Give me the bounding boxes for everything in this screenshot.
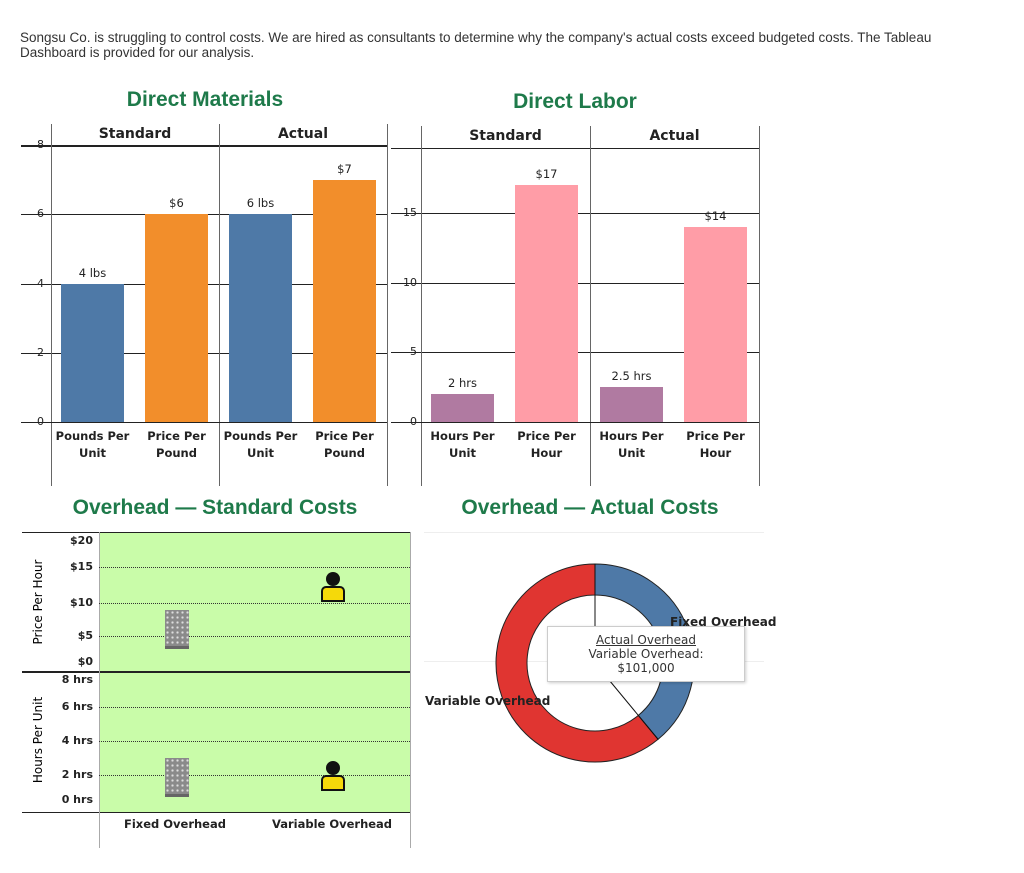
dm-header-line: [21, 146, 387, 147]
dl-bar-label: $17: [535, 166, 558, 181]
dl-y-tick: 0: [397, 415, 417, 428]
x-label-fixed-overhead: Fixed Overhead: [124, 817, 226, 831]
price-tick: $20: [70, 534, 93, 547]
dl-bar-label: $14: [704, 208, 727, 223]
dl-category-label: Price Per Hour: [686, 429, 745, 460]
intro-text: Songsu Co. is struggling to control cost…: [20, 30, 932, 60]
dm-category-label: Pounds Per Unit: [55, 429, 130, 460]
dl-header-line: [391, 148, 759, 149]
hours-per-unit-axis-title: Hours Per Unit: [31, 696, 45, 784]
hours-tick: 2 hrs: [61, 768, 93, 781]
dm-panel-actual: Actual: [277, 126, 329, 142]
price-tick: $5: [77, 629, 93, 642]
x-label-variable-overhead: Variable Overhead: [271, 817, 393, 831]
dl-category-label: Hours Per Unit: [430, 429, 495, 460]
dl-y-tick: 10: [403, 275, 417, 289]
dm-bar-label: $7: [337, 161, 352, 176]
price-tick: $15: [70, 560, 93, 573]
price-gridline: [99, 603, 410, 604]
dl-bar[interactable]: [515, 184, 578, 422]
dl-title: Direct Labor: [513, 90, 637, 113]
tooltip-title: Actual Overhead: [595, 633, 697, 647]
actual-overhead-donut: [495, 563, 695, 763]
worker-icon: [319, 761, 347, 793]
fixed-overhead-slice[interactable]: [594, 563, 695, 740]
dm-bar[interactable]: [61, 283, 124, 422]
price-tick: $10: [70, 596, 93, 609]
dm-panel-divider: [51, 124, 52, 486]
dm-bar[interactable]: [229, 214, 292, 422]
dm-y-tick: 6: [37, 207, 44, 221]
fixed-overhead-label: Fixed Overhead: [670, 615, 777, 629]
dl-panel-divider: [590, 126, 591, 486]
tooltip-text: Variable Overhead: $101,000: [588, 647, 704, 675]
dl-panel-divider: [421, 126, 422, 486]
dm-bar[interactable]: [145, 214, 208, 422]
price-tick: $0: [77, 655, 93, 668]
building-icon: [165, 758, 189, 797]
dm-panel-divider: [387, 124, 388, 486]
price-gridline: [99, 636, 410, 637]
dl-bar[interactable]: [431, 394, 494, 422]
dm-category-label: Pounds Per Unit: [223, 429, 298, 460]
hours-tick: 8 hrs: [61, 673, 93, 686]
dl-bar-label: 2 hrs: [448, 376, 477, 391]
oh-std-title: Overhead — Standard Costs: [72, 496, 358, 519]
dm-y-tick: 4: [37, 276, 44, 290]
dl-bar[interactable]: [684, 226, 747, 422]
dm-bar-label: $6: [169, 196, 184, 211]
variable-overhead-slice[interactable]: [495, 563, 659, 763]
dm-y-tick: 2: [37, 345, 44, 359]
price-gridline: [99, 567, 410, 568]
dm-panel-standard: Standard: [98, 126, 172, 142]
dm-panel-divider: [219, 124, 220, 486]
dm-bar-label: 4 lbs: [78, 265, 107, 280]
price-per-hour-axis-title: Price Per Hour: [31, 559, 45, 645]
hours-gridline: [99, 741, 410, 742]
dl-y-tick: 5: [410, 345, 417, 359]
dm-gridline: [21, 145, 387, 146]
dm-bar[interactable]: [313, 179, 376, 422]
hours-tick: 4 hrs: [61, 734, 93, 747]
dl-baseline: [391, 422, 759, 423]
dm-bar-label: 6 lbs: [246, 196, 275, 211]
dm-baseline: [21, 422, 387, 423]
hours-tick: 6 hrs: [61, 700, 93, 713]
oh-act-title: Overhead — Actual Costs: [461, 496, 719, 519]
dl-y-tick: 15: [403, 205, 417, 219]
dl-category-label: Price Per Hour: [517, 429, 576, 460]
dm-y-tick: 0: [24, 415, 44, 428]
dl-bar-label: 2.5 hrs: [611, 369, 652, 384]
variable-overhead-label: Variable Overhead: [425, 694, 551, 708]
dm-y-tick: 8: [37, 138, 44, 151]
dm-category-label: Price Per Pound: [147, 429, 206, 460]
dl-panel-actual: Actual: [649, 128, 700, 144]
dm-category-label: Price Per Pound: [315, 429, 374, 460]
dl-category-label: Hours Per Unit: [599, 429, 664, 460]
hours-gridline: [99, 775, 410, 776]
hours-tick: 0 hrs: [61, 793, 93, 806]
dl-bar[interactable]: [600, 387, 663, 422]
worker-icon: [319, 572, 347, 604]
building-icon: [165, 610, 189, 649]
dl-panel-divider: [759, 126, 760, 486]
dl-panel-standard: Standard: [469, 128, 542, 144]
dm-title: Direct Materials: [126, 88, 284, 111]
tooltip: Actual Overhead Variable Overhead: $101,…: [547, 626, 745, 682]
hours-gridline: [99, 707, 410, 708]
